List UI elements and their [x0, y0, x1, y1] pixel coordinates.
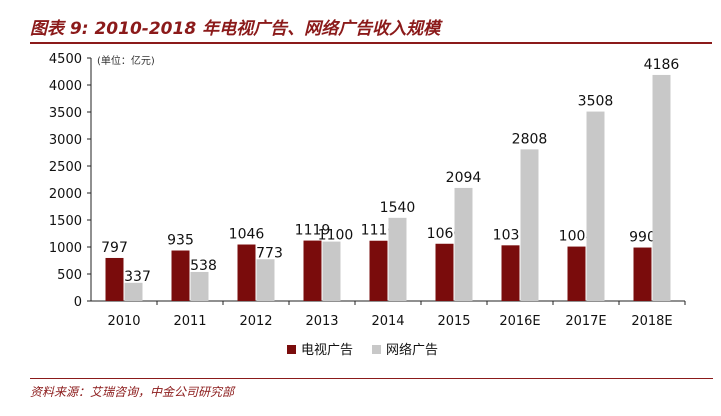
bar-tv-ad: [435, 243, 454, 301]
data-label-online: 337: [124, 269, 151, 285]
source-note: 资料来源：艾瑞咨询，中金公司研究部: [30, 385, 235, 399]
bar-online-ad: [190, 271, 209, 301]
bar-chart: 0 500 1000 1500 2000 2500 3000 3500 4000 4500 (单位：…: [49, 52, 686, 358]
bar-tv-ad: [369, 240, 388, 301]
y-tick-label: 500: [57, 268, 82, 283]
data-label-online: 2808: [512, 131, 548, 147]
x-tick-label: 2012: [239, 314, 272, 329]
y-tick-label: 1500: [49, 214, 82, 229]
chart-area: 0 500 1000 1500 2000 2500 3000 3500 4000 4500 (单位：…: [0, 44, 721, 376]
footer-divider: [30, 378, 713, 379]
x-tick-label: 2013: [305, 314, 338, 329]
bar-tv-ad: [633, 247, 652, 301]
data-label-online: 4186: [644, 57, 680, 73]
data-label-tv: 935: [167, 233, 194, 249]
y-tick-label: 1000: [49, 241, 82, 256]
bar-online-ad: [520, 149, 539, 301]
y-tick-label: 0: [74, 295, 82, 310]
x-tick-label: 2011: [173, 314, 206, 329]
unit-note: (单位：亿元): [97, 54, 155, 67]
bar-online-ad: [652, 74, 671, 302]
legend-swatch-tv: [287, 345, 296, 354]
data-label-tv: 1116: [361, 223, 397, 239]
y-tick-label: 4000: [49, 79, 82, 94]
y-tick-label: 3000: [49, 133, 82, 148]
x-tick-label: 2015: [437, 314, 470, 329]
data-label-tv: 1060: [427, 226, 463, 242]
bar-tv-ad: [237, 244, 256, 301]
bar-online-ad: [388, 217, 407, 301]
data-label-online: 2094: [446, 170, 482, 186]
chart-title-bar: 图表 9: 2010-2018 年电视广告、网络广告收入规模: [8, 8, 712, 44]
title-divider: [30, 42, 712, 44]
bar-tv-ad: [303, 240, 322, 301]
y-tick-label: 2500: [49, 160, 82, 175]
x-tick-label: 2016E: [499, 314, 540, 329]
data-label-tv: 1046: [229, 227, 265, 243]
x-tick-label: 2014: [371, 314, 404, 329]
legend-label-online: 网络广告: [386, 342, 438, 358]
data-label-tv: 1031: [493, 227, 529, 243]
data-label-online: 773: [256, 245, 283, 261]
bar-online-ad: [322, 241, 341, 301]
data-label-tv: 1008: [559, 229, 595, 245]
legend-label-tv: 电视广告: [301, 343, 353, 358]
data-label-online: 1540: [380, 200, 416, 216]
x-tick-label: 2010: [107, 314, 140, 329]
data-label-online: 538: [190, 258, 217, 274]
data-label-online: 3508: [578, 94, 614, 110]
bar-tv-ad: [105, 257, 124, 301]
bar-tv-ad: [567, 246, 586, 301]
y-tick-label: 4500: [49, 52, 82, 67]
bar-online-ad: [124, 282, 143, 301]
chart-title: 图表 9: 2010-2018 年电视广告、网络广告收入规模: [30, 19, 441, 39]
data-label-tv: 1119: [295, 223, 331, 239]
data-label-online: 1100: [318, 228, 354, 244]
bar-online-ad: [586, 111, 605, 302]
legend-swatch-online: [372, 345, 381, 354]
y-tick-label: 3500: [49, 106, 82, 121]
data-label-tv: 797: [101, 240, 128, 256]
bar-online-ad: [454, 187, 473, 301]
x-tick-label: 2017E: [565, 314, 606, 329]
bar-tv-ad: [501, 245, 520, 301]
bar-online-ad: [256, 259, 275, 301]
y-tick-label: 2000: [49, 187, 82, 202]
x-tick-label: 2018E: [631, 314, 672, 329]
data-label-tv: 990: [629, 230, 656, 246]
bar-tv-ad: [171, 250, 190, 301]
